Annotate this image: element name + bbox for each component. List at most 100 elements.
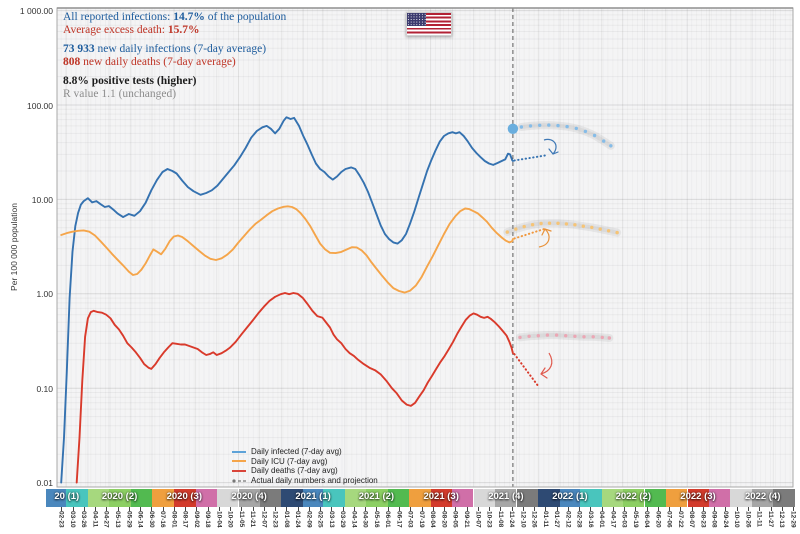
- x-tick-mark: [230, 507, 232, 511]
- x-date-label: 04-27: [102, 511, 110, 528]
- x-date-label: 10-10: [733, 511, 741, 528]
- x-tick-mark: [669, 507, 671, 511]
- x-tick-mark: [489, 507, 490, 511]
- x-tick-mark: [320, 507, 322, 511]
- x-date-label: 04-30: [361, 511, 369, 528]
- month-segment-2021-04: [344, 489, 366, 507]
- month-segment-2020-08: [173, 489, 196, 507]
- month-segment-2022-01: [538, 489, 561, 507]
- x-tick-mark: [759, 507, 761, 511]
- deaths-line-sample-icon: [232, 469, 246, 472]
- x-date-label: 03-13: [327, 511, 335, 528]
- month-segment-2020-04: [87, 489, 109, 507]
- legend-label: Daily deaths (7-day avg): [251, 466, 338, 476]
- y-tick-label: 100.00: [27, 100, 53, 111]
- x-date-label: 12-23: [271, 511, 279, 528]
- x-date-label: 05-29: [125, 511, 133, 528]
- x-tick-mark: [331, 507, 333, 511]
- month-quarter-bar: 20 (1) 2020 (2) 2020 (3) 2020 (4) 2021 (1) 20…: [0, 489, 800, 507]
- daily-infections-line: 73 933 new daily infections (7-day avera…: [63, 43, 267, 55]
- y-tick-label: 0.10: [36, 383, 53, 394]
- x-tick-mark: [185, 507, 186, 511]
- x-date-label: 01-08: [282, 511, 290, 528]
- month-segment-2020-05: [109, 489, 131, 507]
- legend-label: Daily ICU (7-day avg): [251, 456, 328, 466]
- x-date-label: 04-14: [350, 511, 358, 528]
- x-date-label: 09-02: [192, 511, 200, 528]
- x-tick-mark: [680, 507, 682, 511]
- x-tick-mark: [556, 507, 558, 511]
- month-segment-2020-03: [66, 489, 88, 507]
- x-date-label: 05-16: [372, 511, 380, 528]
- x-date-label: 09-05: [451, 511, 459, 528]
- quarter-label: 2021 (4): [488, 491, 524, 502]
- x-date-label: 03-26: [80, 511, 88, 528]
- legend-item-deaths: Daily deaths (7-day avg): [232, 466, 378, 476]
- x-tick-mark: [612, 507, 614, 511]
- x-tick-mark: [72, 507, 74, 511]
- x-date-label: 03-29: [339, 511, 347, 528]
- month-segment-2020-07: [152, 489, 174, 507]
- x-tick-mark: [534, 507, 536, 511]
- x-date-label: 08-23: [699, 511, 707, 528]
- quarter-label: 2020 (3): [166, 491, 202, 502]
- x-tick-mark: [376, 507, 378, 511]
- x-tick-mark: [579, 507, 581, 511]
- x-tick-mark: [128, 507, 130, 511]
- x-tick-mark: [725, 507, 727, 511]
- x-date-label: 12-10: [519, 511, 527, 528]
- month-segment-2021-02: [303, 489, 323, 507]
- month-segment-2020-11: [238, 489, 260, 507]
- legend-label: Actual daily numbers and projection: [251, 475, 378, 485]
- x-tick-mark: [781, 507, 783, 511]
- x-date-label: 02-12: [564, 511, 572, 528]
- x-date-label: 02-28: [575, 511, 583, 528]
- y-axis-title: Per 100 000 population: [9, 203, 19, 291]
- x-date-label: 08-07: [688, 511, 696, 528]
- month-segment-2022-08: [687, 489, 710, 507]
- x-date-label: 07-03: [406, 511, 414, 528]
- x-tick-mark: [263, 507, 265, 511]
- reported-infections-line: All reported infections: 14.7% of the po…: [63, 11, 287, 23]
- x-tick-mark: [511, 507, 513, 511]
- x-tick-mark: [736, 507, 738, 511]
- summary-info-panel: All reported infections: 14.7% of the po…: [63, 11, 286, 107]
- infected-line-sample-icon: [232, 450, 246, 453]
- x-date-label: 07-22: [676, 511, 684, 528]
- x-tick-mark: [218, 507, 220, 511]
- x-tick-mark: [714, 507, 716, 511]
- y-tick-label: 1.00: [36, 289, 53, 300]
- x-date-label: 01-27: [553, 511, 561, 528]
- x-date-label: 06-20: [654, 511, 662, 528]
- x-date-label: 10-20: [226, 511, 234, 528]
- x-tick-mark: [646, 507, 648, 511]
- x-date-label: 12-29: [789, 511, 797, 528]
- x-tick-mark: [444, 507, 445, 511]
- x-date-label: 10-04: [215, 511, 223, 528]
- x-date-label: 05-03: [620, 511, 628, 528]
- month-segment-2020-12: [259, 489, 282, 507]
- x-tick-mark: [95, 507, 96, 511]
- month-segment-2022-06: [644, 489, 666, 507]
- quarter-label: 2021 (3): [423, 491, 459, 502]
- daily-deaths-line: 808 new daily deaths (7-day average): [63, 56, 236, 68]
- x-tick-mark: [567, 507, 569, 511]
- x-date-label: 07-16: [159, 511, 166, 528]
- x-tick-mark: [162, 507, 164, 511]
- x-date-label: 04-11: [91, 511, 99, 528]
- x-tick-mark: [151, 507, 153, 511]
- dot-dash-sample-icon: [232, 479, 246, 483]
- month-segment-2022-05: [622, 489, 645, 507]
- x-tick-mark: [252, 507, 254, 511]
- x-date-label: 11-21: [249, 511, 257, 528]
- x-date-label: 01-24: [294, 511, 302, 528]
- month-segment-2021-05: [365, 489, 388, 507]
- month-segment-2021-06: [387, 489, 409, 507]
- x-date-label: 11-27: [767, 511, 774, 528]
- x-tick-mark: [793, 507, 794, 511]
- x-tick-mark: [83, 507, 85, 511]
- x-tick-mark: [387, 507, 389, 511]
- x-tick-mark: [624, 507, 626, 511]
